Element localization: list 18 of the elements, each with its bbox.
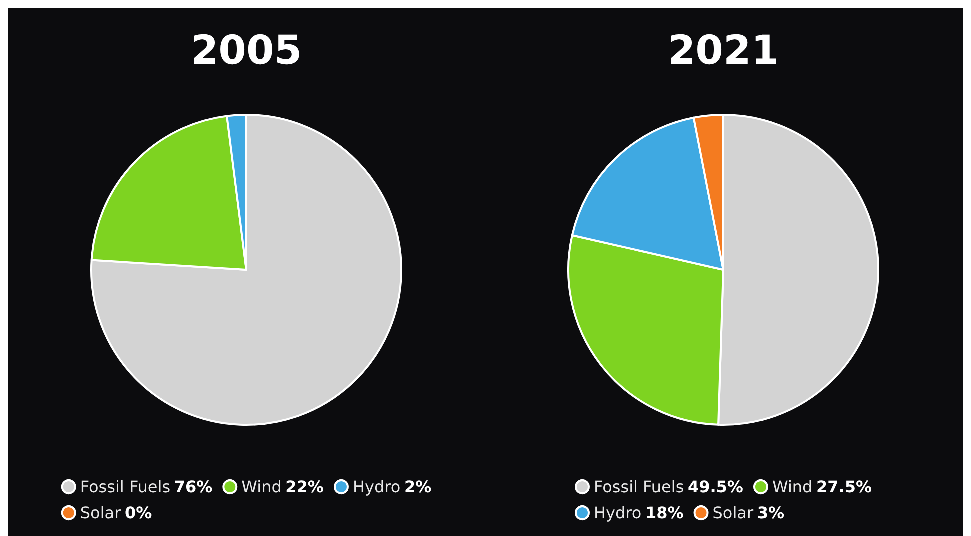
- text: 0%: [124, 504, 152, 522]
- data-label: 3%: [757, 504, 785, 522]
- chart-title: 2005: [190, 28, 302, 74]
- legend-label: Solar: [712, 504, 754, 522]
- chart-title: 2021: [668, 28, 780, 74]
- data-label: 76%: [174, 478, 213, 496]
- data-label: 27.5%: [816, 478, 872, 496]
- legend-label: Hydro: [594, 504, 642, 522]
- legend-label: Solar: [80, 504, 122, 522]
- legend-label: Fossil Fuels: [80, 478, 171, 496]
- data-label: 49.5%: [688, 478, 744, 496]
- legend-label: Wind: [242, 478, 282, 496]
- data-label: 2%: [404, 478, 432, 496]
- legend-label: Fossil Fuels: [594, 478, 684, 496]
- legend-label: Hydro: [352, 478, 401, 496]
- legend-label: Wind: [772, 478, 813, 496]
- data-label: 22%: [286, 478, 324, 496]
- data-label: 18%: [645, 504, 684, 522]
